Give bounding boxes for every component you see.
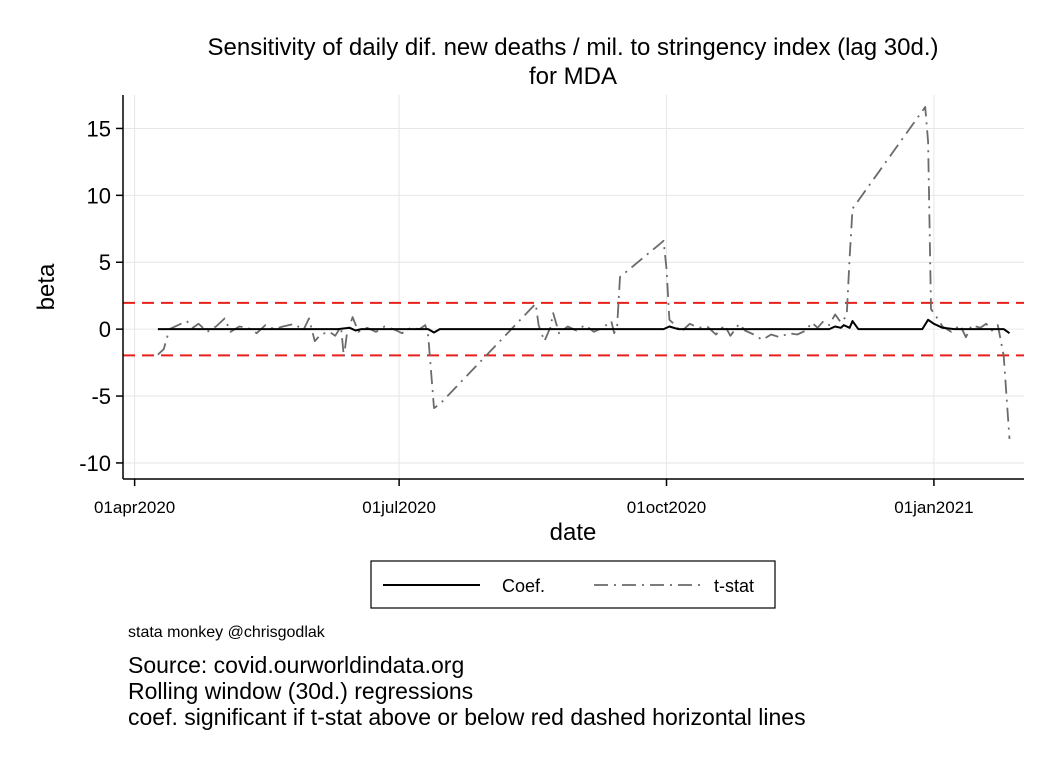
- x-tick-label: 01jul2020: [362, 498, 436, 517]
- legend: Coef. t-stat: [370, 560, 776, 609]
- x-axis-ticks: 01apr2020 01jul2020 01oct2020 01jan2021: [94, 479, 974, 517]
- method-note: Rolling window (30d.) regressions: [128, 678, 474, 704]
- legend-label-coef: Coef.: [502, 576, 545, 596]
- significance-note: coef. significant if t-stat above or bel…: [128, 704, 806, 730]
- series-line-coef: [157, 318, 1011, 335]
- credit-note: stata monkey @chrisgodlak: [128, 624, 325, 641]
- gridlines: [123, 95, 1024, 479]
- chart-title: Sensitivity of daily dif. new deaths / m…: [207, 34, 938, 61]
- legend-label-tstat: t-stat: [714, 576, 754, 596]
- series-line-t-stat: [157, 106, 1011, 439]
- x-tick-label: 01apr2020: [94, 498, 175, 517]
- chart: Sensitivity of daily dif. new deaths / m…: [33, 34, 1024, 609]
- y-tick-label: -10: [79, 451, 111, 476]
- x-tick-label: 01oct2020: [627, 498, 706, 517]
- x-tick-label: 01jan2021: [894, 498, 973, 517]
- y-axis-label: beta: [33, 263, 60, 310]
- y-axis-ticks: 15 10 5 0 -5 -10: [79, 116, 123, 476]
- reference-lines: [123, 301, 1024, 357]
- source-note: Source: covid.ourworldindata.org: [128, 652, 465, 678]
- y-tick-label: 5: [99, 250, 111, 275]
- y-tick-label: 10: [87, 183, 111, 208]
- y-tick-label: -5: [91, 384, 111, 409]
- x-axis-label: date: [550, 519, 597, 546]
- y-tick-label: 0: [99, 317, 111, 342]
- chart-subtitle: for MDA: [529, 63, 617, 90]
- y-tick-label: 15: [87, 116, 111, 141]
- series-lines: [157, 106, 1011, 439]
